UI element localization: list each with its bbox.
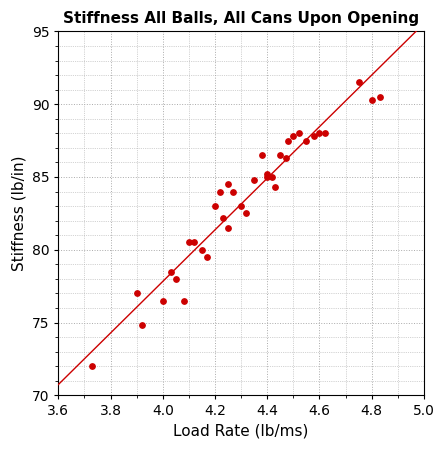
Point (282, 154, 289, 162)
Point (259, 152, 266, 159)
Point (159, 297, 166, 304)
Point (219, 214, 227, 221)
Point (172, 275, 179, 283)
Point (355, 79, 362, 86)
Point (264, 173, 271, 180)
Point (224, 180, 231, 188)
Point (272, 184, 279, 191)
Point (277, 152, 284, 159)
Point (180, 297, 187, 304)
Point (211, 202, 219, 210)
Point (251, 176, 258, 184)
Point (269, 173, 276, 180)
Point (243, 210, 250, 217)
Point (321, 130, 328, 137)
Point (238, 202, 245, 210)
Point (133, 290, 140, 297)
Point (217, 188, 224, 195)
Point (264, 171, 271, 178)
Point (224, 225, 231, 232)
Point (311, 133, 318, 140)
Point (376, 93, 383, 100)
Title: Stiffness All Balls, All Cans Upon Opening: Stiffness All Balls, All Cans Upon Openi… (63, 11, 419, 26)
Point (368, 96, 375, 104)
Point (285, 137, 292, 144)
Point (204, 253, 211, 261)
Point (316, 130, 323, 137)
Point (186, 239, 193, 246)
Point (89, 363, 96, 370)
Point (303, 137, 310, 144)
Point (167, 268, 174, 275)
Y-axis label: Stiffness (lb/in): Stiffness (lb/in) (11, 156, 26, 271)
X-axis label: Load Rate (lb/ms): Load Rate (lb/ms) (173, 424, 309, 439)
Point (290, 133, 297, 140)
Point (295, 130, 302, 137)
Point (190, 239, 198, 246)
Point (198, 246, 206, 253)
Point (230, 188, 237, 195)
Point (138, 322, 145, 329)
